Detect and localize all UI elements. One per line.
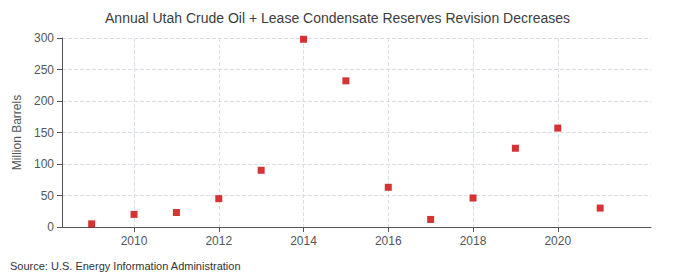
svg-text:Million Barrels: Million Barrels	[10, 95, 24, 170]
svg-text:2018: 2018	[460, 234, 487, 248]
svg-text:Annual Utah Crude Oil + Lease: Annual Utah Crude Oil + Lease Condensate…	[105, 10, 570, 26]
svg-text:200: 200	[34, 94, 54, 108]
svg-text:2020: 2020	[544, 234, 571, 248]
svg-text:150: 150	[34, 126, 54, 140]
svg-text:2016: 2016	[375, 234, 402, 248]
svg-text:2012: 2012	[205, 234, 232, 248]
svg-text:300: 300	[34, 31, 54, 45]
svg-text:Source: U.S. Energy Informatio: Source: U.S. Energy Information Administ…	[10, 260, 241, 272]
svg-text:250: 250	[34, 63, 54, 77]
svg-text:2010: 2010	[121, 234, 148, 248]
svg-text:50: 50	[41, 189, 55, 203]
svg-text:2014: 2014	[290, 234, 317, 248]
svg-text:100: 100	[34, 157, 54, 171]
svg-text:0: 0	[47, 220, 54, 234]
